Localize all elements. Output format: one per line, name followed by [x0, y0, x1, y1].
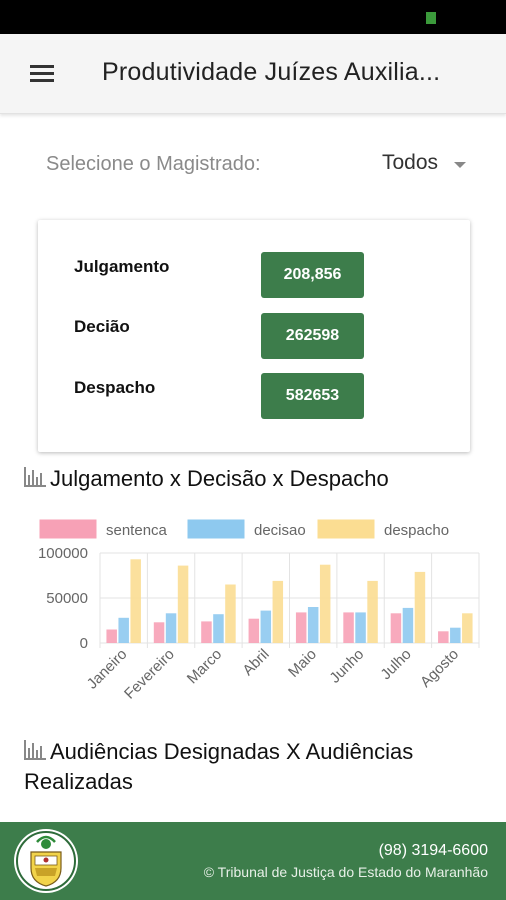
bar-sentenca: [390, 613, 402, 643]
legend-label-despacho: despacho: [384, 522, 449, 539]
bar-despacho: [319, 564, 331, 643]
chart-section-title-text: Julgamento x Decisão x Despacho: [50, 466, 389, 491]
bar-chart: sentenca decisao despacho 100000 50000 0Janei…: [38, 519, 480, 703]
audiencias-title-line2: Realizadas: [24, 769, 133, 794]
y-tick-label: 50000: [46, 590, 88, 607]
x-tick-label: Janeiro: [84, 646, 131, 693]
footer: (98) 3194-6600 © Tribunal de Justiça do …: [0, 822, 506, 900]
bar-despacho: [130, 559, 141, 643]
bar-despacho: [414, 571, 426, 643]
bar-chart-icon: [24, 740, 46, 760]
bar-chart-icon: [24, 467, 46, 487]
footer-copyright: © Tribunal de Justiça do Estado do Maran…: [203, 864, 488, 880]
metric-label-despacho: Despacho: [74, 378, 156, 397]
bar-decisao: [402, 607, 414, 643]
x-tick-label: Agosto: [417, 646, 462, 691]
bar-sentenca: [343, 612, 354, 643]
bar-decisao: [355, 612, 366, 643]
status-bar: [0, 0, 506, 34]
page-title: Produtividade Juízes Auxilia...: [102, 58, 441, 86]
metric-value-julgamento: 208,856: [261, 252, 364, 298]
x-tick-label: Junho: [326, 646, 367, 687]
bar-decisao: [118, 617, 129, 643]
metric-value-despacho: 582653: [261, 373, 364, 419]
bar-sentenca: [295, 612, 307, 643]
legend-swatch-sentenca: [39, 519, 97, 539]
court-seal-icon: [14, 829, 78, 893]
bar-sentenca: [106, 629, 117, 643]
bar-decisao: [165, 613, 177, 643]
legend-swatch-despacho: [317, 519, 375, 539]
y-tick-label: 0: [80, 635, 88, 652]
bar-despacho: [177, 565, 189, 643]
metric-label-decisao: Decião: [74, 317, 130, 336]
battery-icon: [426, 12, 436, 24]
chart-section-title: Julgamento x Decisão x Despacho: [24, 464, 389, 494]
magistrate-selector-label: Selecione o Magistrado:: [46, 153, 261, 175]
metric-label-julgamento: Julgamento: [74, 257, 170, 276]
metric-value-decisao: 262598: [261, 313, 364, 359]
x-tick-label: Abril: [239, 646, 272, 679]
legend-label-decisao: decisao: [254, 522, 306, 539]
footer-phone: (98) 3194-6600: [378, 842, 488, 859]
legend-label-sentenca: sentenca: [106, 522, 168, 539]
bar-decisao: [260, 610, 272, 643]
bar-decisao: [450, 627, 461, 643]
audiencias-title-line1: Audiências Designadas X Audiências: [50, 739, 414, 764]
bar-sentenca: [248, 618, 260, 643]
bar-sentenca: [153, 622, 165, 643]
audiencias-section-title: Audiências Designadas X Audiências Reali…: [24, 737, 413, 797]
app-bar: Produtividade Juízes Auxilia...: [0, 34, 506, 114]
y-tick-label: 100000: [38, 545, 88, 562]
x-tick-label: Fevereiro: [121, 646, 178, 703]
summary-card: Julgamento 208,856 Decião 262598 Despach…: [38, 220, 470, 452]
bar-sentenca: [201, 621, 212, 643]
menu-icon[interactable]: [26, 62, 60, 86]
bar-sentenca: [438, 631, 449, 643]
x-tick-label: Julho: [377, 646, 414, 683]
x-tick-label: Marco: [184, 646, 225, 687]
bar-decisao: [213, 614, 224, 643]
dropdown-caret-icon: [454, 162, 466, 168]
legend-swatch-decisao: [187, 519, 245, 539]
magistrate-dropdown-value: Todos: [382, 151, 439, 174]
bar-despacho: [367, 580, 378, 643]
magistrate-dropdown[interactable]: Todos: [382, 151, 466, 181]
bar-despacho: [225, 584, 236, 643]
bar-despacho: [462, 613, 473, 643]
bar-decisao: [307, 607, 319, 643]
bar-despacho: [272, 580, 284, 643]
x-tick-label: Maio: [285, 646, 320, 681]
